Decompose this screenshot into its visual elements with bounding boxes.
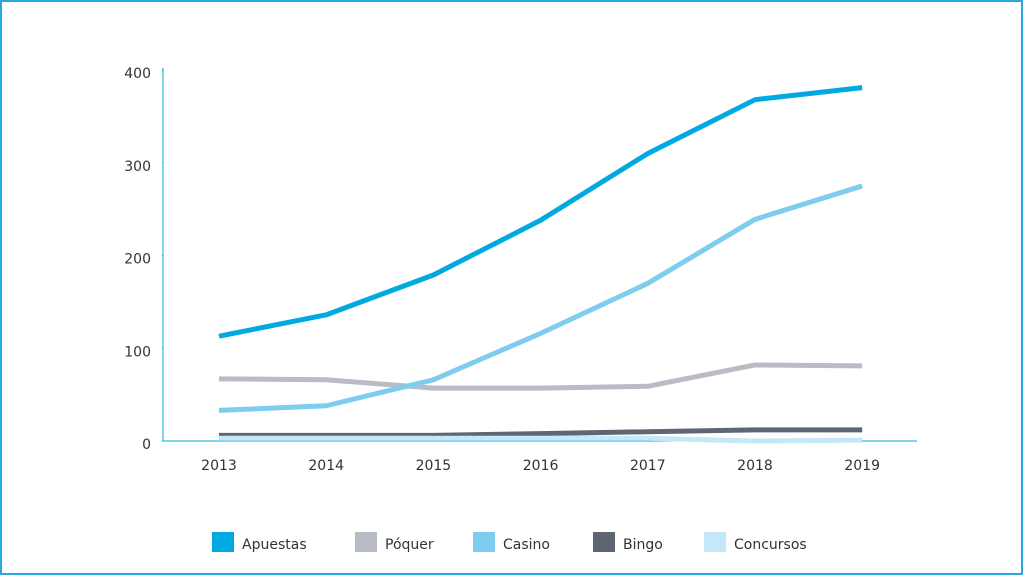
legend-swatch [704, 532, 726, 552]
y-tick-label: 300 [124, 159, 151, 175]
y-tick-label: 200 [124, 252, 151, 268]
x-tick-label: 2019 [844, 458, 880, 474]
x-tick-label: 2014 [308, 458, 344, 474]
legend-label: Apuestas [242, 537, 307, 553]
legend-swatch [212, 532, 234, 552]
legend-label: Casino [503, 537, 550, 553]
y-tick-label: 400 [124, 66, 151, 82]
y-tick-label: 100 [124, 344, 151, 360]
x-tick-label: 2013 [201, 458, 237, 474]
y-tick-label: 0 [142, 437, 151, 453]
series-line [218, 85, 863, 339]
legend-swatch [473, 532, 495, 552]
x-tick-label: 2018 [737, 458, 773, 474]
x-tick-label: 2015 [416, 458, 452, 474]
series-line [218, 183, 863, 413]
series-line [219, 427, 863, 438]
series-line [218, 362, 863, 391]
legend-label: Póquer [385, 537, 434, 553]
x-tick-label: 2016 [523, 458, 559, 474]
legend-label: Bingo [623, 537, 663, 553]
legend-swatch [593, 532, 615, 552]
series-line [219, 435, 863, 444]
x-tick-label: 2017 [630, 458, 666, 474]
legend-swatch [355, 532, 377, 552]
legend-label: Concursos [734, 537, 807, 553]
